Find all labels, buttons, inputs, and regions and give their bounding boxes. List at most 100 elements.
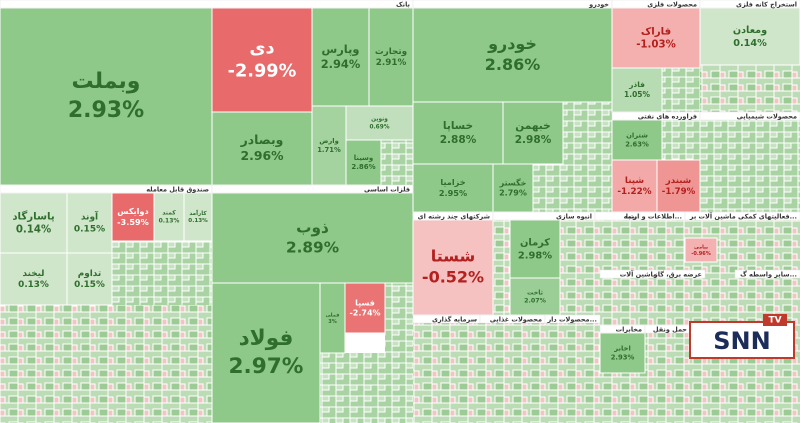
tile-value: 0.13% <box>159 217 180 224</box>
tile-name: پاسارگاد <box>12 209 55 222</box>
tile <box>311 7 370 107</box>
tile <box>345 139 382 186</box>
tile-value: 0.15% <box>74 280 105 290</box>
tile <box>492 163 534 213</box>
group-name: فراورده های نفتی <box>638 113 697 121</box>
tile <box>509 277 561 316</box>
group-name: محصولات غذایی <box>490 316 542 324</box>
tile-value: -1.03% <box>636 40 676 51</box>
tile-name: فاراک <box>641 26 671 37</box>
tile-value: 2.91% <box>376 58 407 68</box>
group-header <box>211 184 414 194</box>
tile <box>311 105 347 186</box>
tile-name: وارض <box>319 137 339 145</box>
tile-value: 2.93% <box>611 353 635 361</box>
tile <box>211 7 313 113</box>
tile-name: شپنا <box>625 176 644 186</box>
tile-value: 1.05% <box>624 90 650 99</box>
group-header <box>0 0 414 9</box>
tile <box>502 101 564 165</box>
tile <box>611 159 658 213</box>
tile-name: وپارس <box>322 42 360 56</box>
tile-value: 2.95% <box>439 188 467 198</box>
tile <box>319 282 346 354</box>
tile-name: فسپا <box>355 298 375 307</box>
tile-name: ومعادن <box>733 25 767 36</box>
tile-name: شستا <box>431 247 476 266</box>
tile <box>211 111 313 186</box>
tile <box>611 67 663 113</box>
tile <box>684 237 718 263</box>
tile-value: 2.97% <box>229 354 304 379</box>
tile <box>0 192 68 254</box>
tile-name: فملی <box>326 312 340 318</box>
tile-value: 3% <box>328 319 337 325</box>
group-name: اطلاعات و ارتبا... <box>626 213 682 221</box>
group-header <box>412 0 613 9</box>
tile-value: 2.89% <box>286 238 339 256</box>
tile <box>412 163 494 213</box>
tile-name: دوایکس <box>117 206 148 217</box>
tile-name: خساپا <box>443 120 473 132</box>
group-name: فعالیتهای کمکی ماشین آلات بر... <box>689 212 797 221</box>
tile-name: وسینا <box>354 154 374 162</box>
tile-value: 2.86% <box>351 163 375 171</box>
tile-value: -2.99% <box>228 61 297 81</box>
tile-name: شتران <box>626 132 648 140</box>
tile-value: 2.07% <box>524 298 546 305</box>
tile-name: پیامی <box>694 244 708 250</box>
group-name: حمل ونقل <box>653 326 687 334</box>
tile-value: -1.22% <box>617 187 651 197</box>
tile <box>611 7 701 69</box>
tile-value: 2.79% <box>499 189 527 198</box>
tile-name: ذوب <box>296 219 329 237</box>
tile-name: وبملت <box>72 69 141 94</box>
tile <box>183 192 213 242</box>
tile-value: 2.88% <box>440 134 477 146</box>
tile <box>368 7 414 107</box>
tile-value: 2.93% <box>68 98 144 123</box>
tile <box>0 7 213 186</box>
tile-value: -0.96% <box>691 251 710 257</box>
group-header <box>734 269 800 279</box>
tile-name: تداوم <box>78 269 101 279</box>
tile-name: وبصادر <box>240 132 284 147</box>
tile-value: -2.74% <box>349 309 380 318</box>
group-name: مخابرات <box>616 326 642 334</box>
group-name: صندوق قابل معامله <box>146 186 209 194</box>
tile-name: اخابر <box>613 345 631 353</box>
group-header <box>544 314 601 324</box>
group-name: محصولات فلزی <box>647 1 697 9</box>
tile-value: -3.59% <box>117 217 149 227</box>
tile <box>412 7 613 103</box>
group-name: فلزات اساسی <box>364 186 410 194</box>
group-name: خودرو <box>588 1 609 9</box>
tile-name: خگستر <box>499 177 527 187</box>
tile <box>344 282 386 334</box>
tile-name: شبندر <box>665 176 691 186</box>
group-name: شرکتهای چند رشته ای <box>418 213 490 221</box>
tile-value: 2.98% <box>515 134 552 146</box>
tile-name: خزامیا <box>440 177 465 188</box>
watermark-brand: SNN <box>713 327 770 355</box>
group-name: سایر واسطه گ... <box>740 270 797 279</box>
tile-name: دی <box>249 39 274 59</box>
group-header <box>699 0 800 9</box>
tile-name: کرمان <box>520 238 550 249</box>
tile-value: 2.98% <box>518 250 552 261</box>
tile-name: ثاخت <box>527 289 543 296</box>
tile <box>211 192 414 284</box>
group-name: محصولات دار... <box>546 316 597 324</box>
group-name: سرمایه گذاری <box>432 316 477 324</box>
tile-name: کارآمد <box>189 209 207 217</box>
tile-value: -0.52% <box>422 267 484 286</box>
group-name: عرضه برق، گاز <box>653 271 702 279</box>
group-header <box>684 211 800 221</box>
tile-value: 1.71% <box>317 146 341 154</box>
tile-value: 2.96% <box>240 148 284 163</box>
tile <box>0 252 68 306</box>
tile-name: وتجارت <box>375 47 407 57</box>
tile <box>66 252 113 306</box>
tile <box>509 219 561 279</box>
